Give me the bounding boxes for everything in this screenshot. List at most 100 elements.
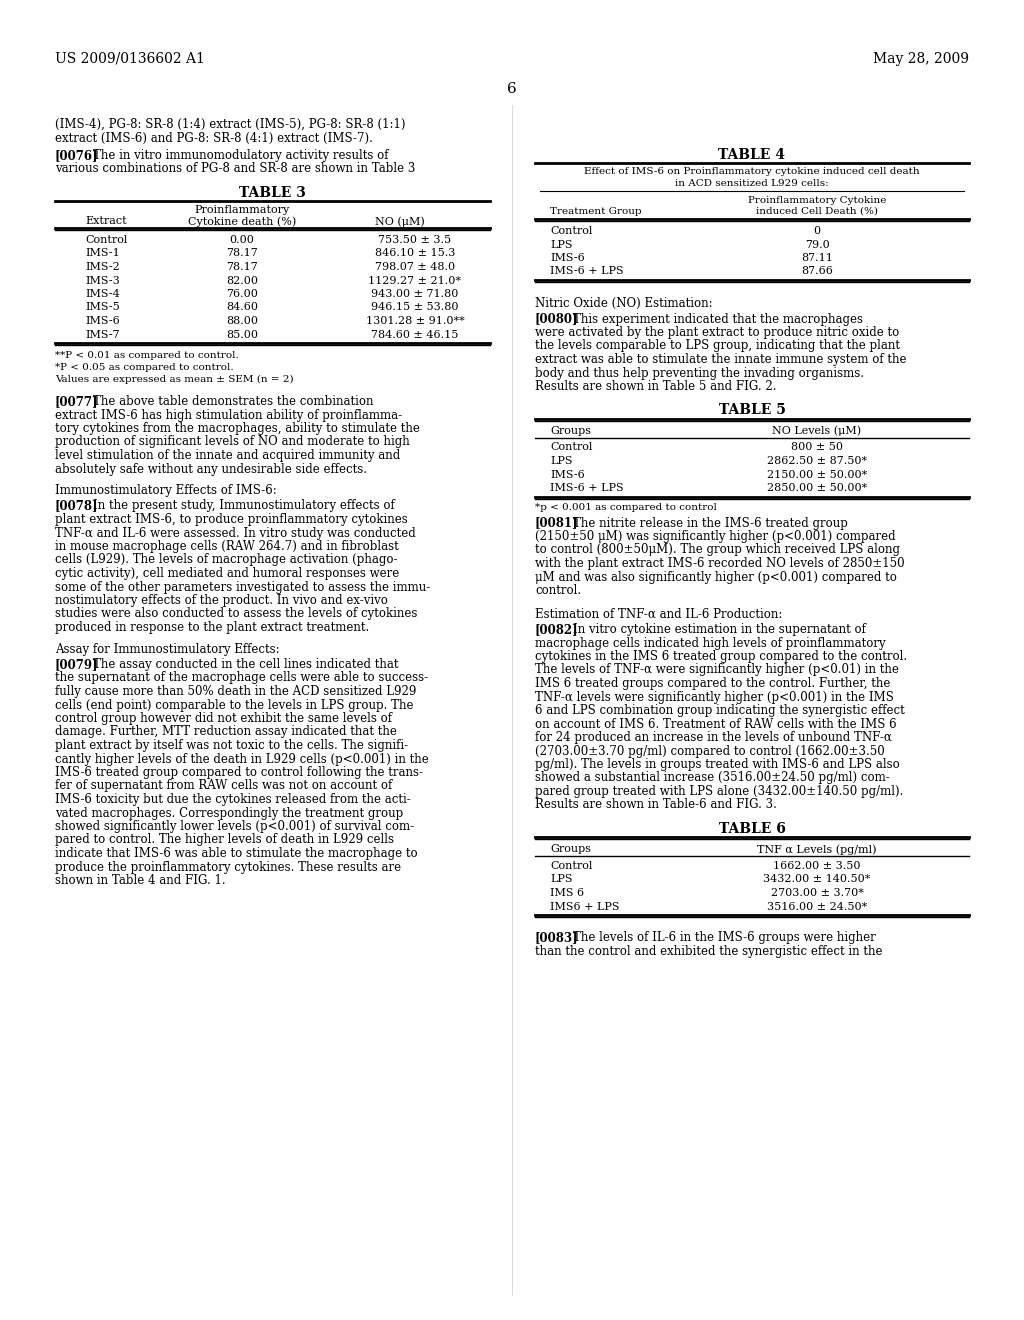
Text: pg/ml). The levels in groups treated with IMS-6 and LPS also: pg/ml). The levels in groups treated wit… <box>535 758 900 771</box>
Text: This experiment indicated that the macrophages: This experiment indicated that the macro… <box>573 313 863 326</box>
Text: IMS-6 + LPS: IMS-6 + LPS <box>550 483 624 492</box>
Text: The nitrite release in the IMS-6 treated group: The nitrite release in the IMS-6 treated… <box>573 516 848 529</box>
Text: **P < 0.01 as compared to control.: **P < 0.01 as compared to control. <box>55 351 239 360</box>
Text: Control: Control <box>550 442 592 453</box>
Text: IMS-6: IMS-6 <box>85 315 120 326</box>
Text: Control: Control <box>85 235 127 246</box>
Text: for 24 produced an increase in the levels of unbound TNF-α: for 24 produced an increase in the level… <box>535 731 892 744</box>
Text: were activated by the plant extract to produce nitric oxide to: were activated by the plant extract to p… <box>535 326 899 339</box>
Text: cantly higher levels of the death in L929 cells (p<0.001) in the: cantly higher levels of the death in L92… <box>55 752 429 766</box>
Text: 88.00: 88.00 <box>226 315 258 326</box>
Text: IMS-6 + LPS: IMS-6 + LPS <box>550 267 624 276</box>
Text: Groups: Groups <box>550 843 591 854</box>
Text: Proinflammatory: Proinflammatory <box>195 205 290 215</box>
Text: Values are expressed as mean ± SEM (n = 2): Values are expressed as mean ± SEM (n = … <box>55 375 294 384</box>
Text: Immunostimulatory Effects of IMS-6:: Immunostimulatory Effects of IMS-6: <box>55 484 276 498</box>
Text: macrophage cells indicated high levels of proinflammatory: macrophage cells indicated high levels o… <box>535 636 886 649</box>
Text: IMS-3: IMS-3 <box>85 276 120 285</box>
Text: μM and was also significantly higher (p<0.001) compared to: μM and was also significantly higher (p<… <box>535 570 897 583</box>
Text: extract (IMS-6) and PG-8: SR-8 (4:1) extract (IMS-7).: extract (IMS-6) and PG-8: SR-8 (4:1) ext… <box>55 132 373 144</box>
Text: Assay for Immunostimulatory Effects:: Assay for Immunostimulatory Effects: <box>55 643 280 656</box>
Text: 753.50 ± 3.5: 753.50 ± 3.5 <box>379 235 452 246</box>
Text: Results are shown in Table 5 and FIG. 2.: Results are shown in Table 5 and FIG. 2. <box>535 380 776 393</box>
Text: (IMS-4), PG-8: SR-8 (1:4) extract (IMS-5), PG-8: SR-8 (1:1): (IMS-4), PG-8: SR-8 (1:4) extract (IMS-5… <box>55 117 406 131</box>
Text: 800 ± 50: 800 ± 50 <box>791 442 843 453</box>
Text: [0080]: [0080] <box>535 313 579 326</box>
Text: cells (L929). The levels of macrophage activation (phago-: cells (L929). The levels of macrophage a… <box>55 553 397 566</box>
Text: 78.17: 78.17 <box>226 248 258 259</box>
Text: indicate that IMS-6 was able to stimulate the macrophage to: indicate that IMS-6 was able to stimulat… <box>55 847 418 861</box>
Text: level stimulation of the innate and acquired immunity and: level stimulation of the innate and acqu… <box>55 449 400 462</box>
Text: showed a substantial increase (3516.00±24.50 pg/ml) com-: showed a substantial increase (3516.00±2… <box>535 771 890 784</box>
Text: nostimulatory effects of the product. In vivo and ex-vivo: nostimulatory effects of the product. In… <box>55 594 388 607</box>
Text: plant extract IMS-6, to produce proinflammatory cytokines: plant extract IMS-6, to produce proinfla… <box>55 513 408 525</box>
Text: 798.07 ± 48.0: 798.07 ± 48.0 <box>375 261 455 272</box>
Text: TABLE 4: TABLE 4 <box>719 148 785 162</box>
Text: IMS-5: IMS-5 <box>85 302 120 313</box>
Text: 784.60 ± 46.15: 784.60 ± 46.15 <box>372 330 459 339</box>
Text: Results are shown in Table-6 and FIG. 3.: Results are shown in Table-6 and FIG. 3. <box>535 799 777 812</box>
Text: IMS-4: IMS-4 <box>85 289 120 300</box>
Text: Estimation of TNF-α and IL-6 Production:: Estimation of TNF-α and IL-6 Production: <box>535 607 782 620</box>
Text: 6: 6 <box>507 82 517 96</box>
Text: Extract: Extract <box>85 216 127 226</box>
Text: (2150±50 μM) was significantly higher (p<0.001) compared: (2150±50 μM) was significantly higher (p… <box>535 531 896 543</box>
Text: IMS-6 toxicity but due the cytokines released from the acti-: IMS-6 toxicity but due the cytokines rel… <box>55 793 411 807</box>
Text: 3516.00 ± 24.50*: 3516.00 ± 24.50* <box>767 902 867 912</box>
Text: in ACD sensitized L929 cells:: in ACD sensitized L929 cells: <box>675 180 828 187</box>
Text: IMS-2: IMS-2 <box>85 261 120 272</box>
Text: IMS-6: IMS-6 <box>550 253 585 263</box>
Text: cytokines in the IMS 6 treated group compared to the control.: cytokines in the IMS 6 treated group com… <box>535 649 907 663</box>
Text: [0083]: [0083] <box>535 931 579 944</box>
Text: 0: 0 <box>813 226 820 236</box>
Text: 87.11: 87.11 <box>801 253 833 263</box>
Text: fer of supernatant from RAW cells was not on account of: fer of supernatant from RAW cells was no… <box>55 780 392 792</box>
Text: showed significantly lower levels (p<0.001) of survival com-: showed significantly lower levels (p<0.0… <box>55 820 414 833</box>
Text: TABLE 5: TABLE 5 <box>719 404 785 417</box>
Text: May 28, 2009: May 28, 2009 <box>873 51 969 66</box>
Text: produced in response to the plant extract treatment.: produced in response to the plant extrac… <box>55 620 370 634</box>
Text: The levels of TNF-α were significantly higher (p<0.01) in the: The levels of TNF-α were significantly h… <box>535 664 899 676</box>
Text: 2703.00 ± 3.70*: 2703.00 ± 3.70* <box>771 888 863 898</box>
Text: 1129.27 ± 21.0*: 1129.27 ± 21.0* <box>369 276 462 285</box>
Text: LPS: LPS <box>550 455 572 466</box>
Text: The assay conducted in the cell lines indicated that: The assay conducted in the cell lines in… <box>93 657 398 671</box>
Text: IMS 6: IMS 6 <box>550 888 584 898</box>
Text: Control: Control <box>550 861 592 871</box>
Text: *p < 0.001 as compared to control: *p < 0.001 as compared to control <box>535 503 717 512</box>
Text: 0.00: 0.00 <box>229 235 254 246</box>
Text: absolutely safe without any undesirable side effects.: absolutely safe without any undesirable … <box>55 462 367 475</box>
Text: In vitro cytokine estimation in the supernatant of: In vitro cytokine estimation in the supe… <box>573 623 866 636</box>
Text: extract was able to stimulate the innate immune system of the: extract was able to stimulate the innate… <box>535 352 906 366</box>
Text: Proinflammatory Cytokine: Proinflammatory Cytokine <box>748 195 886 205</box>
Text: damage. Further, MTT reduction assay indicated that the: damage. Further, MTT reduction assay ind… <box>55 726 397 738</box>
Text: IMS-6: IMS-6 <box>550 470 585 479</box>
Text: vated macrophages. Correspondingly the treatment group: vated macrophages. Correspondingly the t… <box>55 807 403 820</box>
Text: production of significant levels of NO and moderate to high: production of significant levels of NO a… <box>55 436 410 449</box>
Text: Treatment Group: Treatment Group <box>550 207 642 216</box>
Text: Cytokine death (%): Cytokine death (%) <box>187 216 296 227</box>
Text: NO (μM): NO (μM) <box>375 216 425 227</box>
Text: LPS: LPS <box>550 239 572 249</box>
Text: the levels comparable to LPS group, indicating that the plant: the levels comparable to LPS group, indi… <box>535 339 900 352</box>
Text: [0077]: [0077] <box>55 395 98 408</box>
Text: [0076]: [0076] <box>55 149 98 162</box>
Text: US 2009/0136602 A1: US 2009/0136602 A1 <box>55 51 205 66</box>
Text: in mouse macrophage cells (RAW 264.7) and in fibroblast: in mouse macrophage cells (RAW 264.7) an… <box>55 540 398 553</box>
Text: Groups: Groups <box>550 425 591 436</box>
Text: [0078]: [0078] <box>55 499 98 512</box>
Text: shown in Table 4 and FIG. 1.: shown in Table 4 and FIG. 1. <box>55 874 225 887</box>
Text: studies were also conducted to assess the levels of cytokines: studies were also conducted to assess th… <box>55 607 418 620</box>
Text: IMS6 + LPS: IMS6 + LPS <box>550 902 620 912</box>
Text: various combinations of PG-8 and SR-8 are shown in Table 3: various combinations of PG-8 and SR-8 ar… <box>55 162 416 176</box>
Text: than the control and exhibited the synergistic effect in the: than the control and exhibited the syner… <box>535 945 883 957</box>
Text: plant extract by itself was not toxic to the cells. The signifi-: plant extract by itself was not toxic to… <box>55 739 409 752</box>
Text: 76.00: 76.00 <box>226 289 258 300</box>
Text: TNF-α and IL-6 were assessed. In vitro study was conducted: TNF-α and IL-6 were assessed. In vitro s… <box>55 527 416 540</box>
Text: 2862.50 ± 87.50*: 2862.50 ± 87.50* <box>767 455 867 466</box>
Text: TABLE 6: TABLE 6 <box>719 822 785 836</box>
Text: Effect of IMS-6 on Proinflammatory cytokine induced cell death: Effect of IMS-6 on Proinflammatory cytok… <box>584 168 920 176</box>
Text: The above table demonstrates the combination: The above table demonstrates the combina… <box>93 395 374 408</box>
Text: 1662.00 ± 3.50: 1662.00 ± 3.50 <box>773 861 861 871</box>
Text: fully cause more than 50% death in the ACD sensitized L929: fully cause more than 50% death in the A… <box>55 685 417 698</box>
